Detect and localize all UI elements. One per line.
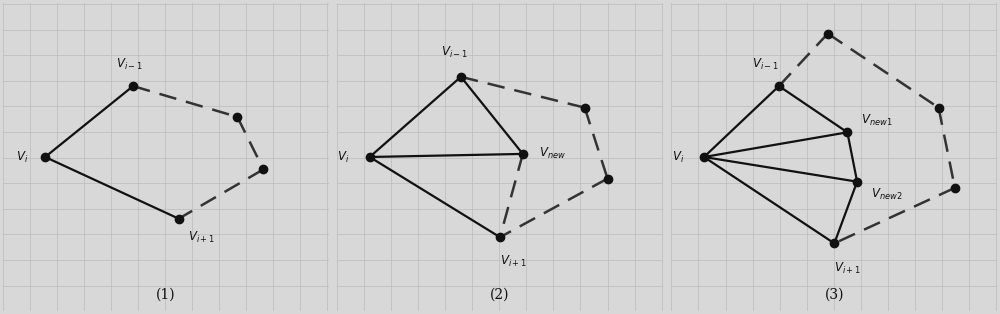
- Text: $V_{i-1}$: $V_{i-1}$: [441, 45, 468, 60]
- Text: $V_i$: $V_i$: [337, 149, 350, 165]
- Text: (2): (2): [490, 288, 510, 302]
- Text: $V_{i+1}$: $V_{i+1}$: [188, 230, 215, 245]
- Text: $V_{i-1}$: $V_{i-1}$: [116, 57, 143, 72]
- Text: $V_{i+1}$: $V_{i+1}$: [500, 254, 526, 269]
- Text: $V_{i-1}$: $V_{i-1}$: [752, 57, 779, 72]
- Text: (3): (3): [825, 288, 844, 302]
- Text: $V_{new1}$: $V_{new1}$: [861, 112, 892, 127]
- Text: $V_{i+1}$: $V_{i+1}$: [834, 261, 861, 276]
- Text: (1): (1): [156, 288, 175, 302]
- Text: $V_{new2}$: $V_{new2}$: [871, 187, 902, 202]
- Text: $V_{new}$: $V_{new}$: [539, 146, 566, 161]
- Text: $V_i$: $V_i$: [16, 149, 28, 165]
- Text: $V_i$: $V_i$: [672, 149, 684, 165]
